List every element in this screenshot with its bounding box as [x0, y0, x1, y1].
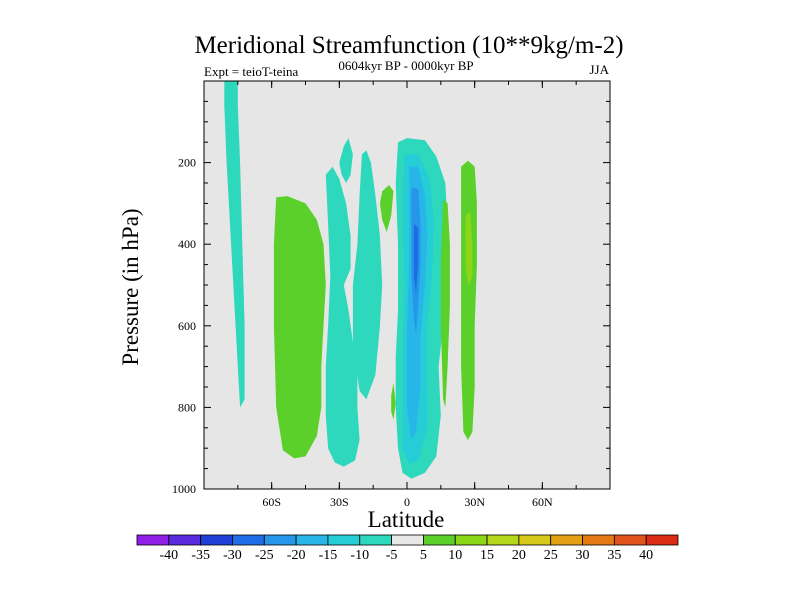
chart-title: Meridional Streamfunction (10**9kg/m-2) — [194, 32, 623, 59]
contour-region-14 — [465, 211, 473, 285]
colorbar-swatch-8 — [391, 534, 424, 546]
colorbar-swatch-13 — [550, 534, 583, 546]
colorbar-label: -35 — [191, 548, 210, 563]
y-tick-label: 200 — [178, 156, 196, 170]
y-tick-label: 600 — [178, 319, 196, 333]
contour-region-6 — [391, 382, 396, 420]
colorbar-swatch-7 — [359, 534, 392, 546]
colorbar-swatch-14 — [582, 534, 615, 546]
colorbar-swatch-4 — [263, 534, 297, 546]
colorbar-swatch-0 — [136, 534, 170, 546]
contour-region-5 — [379, 185, 394, 232]
x-tick-label: 30S — [330, 495, 349, 509]
colorbar-label: 35 — [607, 548, 621, 563]
colorbar-label: 30 — [576, 548, 590, 563]
colorbar-swatch-11 — [486, 534, 520, 546]
contour-fills — [224, 81, 477, 479]
colorbar-label: -25 — [255, 548, 274, 563]
colorbar-swatch-5 — [295, 534, 329, 546]
colorbar-swatch-2 — [200, 534, 233, 546]
colorbar-label: 40 — [639, 548, 653, 563]
y-tick-label: 400 — [178, 237, 196, 251]
colorbar-swatch-6 — [327, 534, 361, 546]
colorbar-swatch-12 — [518, 534, 552, 546]
colorbar-label: 15 — [480, 548, 494, 563]
colorbar-label: -20 — [287, 548, 306, 563]
axis-ticks: 60S 30S 0 30N 60N 200 400 600 800 1000 — [172, 81, 611, 509]
colorbar: -40 -35 -30 -25 -20 -15 -10 -5 5 10 15 20 25 30 35 40 — [136, 534, 679, 563]
y-tick-label: 1000 — [172, 482, 196, 496]
contour-region-0 — [224, 81, 245, 408]
contour-region-11 — [413, 223, 419, 294]
x-axis-title: Latitude — [368, 507, 445, 532]
colorbar-swatch-9 — [423, 534, 456, 546]
contour-region-2 — [325, 166, 360, 467]
contour-region-12 — [440, 199, 450, 408]
x-tick-label: 60N — [532, 495, 553, 509]
colorbar-swatch-16 — [645, 534, 679, 546]
experiment-label: Expt = teioT-teina — [204, 64, 298, 79]
colorbar-swatch-3 — [232, 534, 265, 546]
colorbar-label: 5 — [420, 548, 427, 563]
contour-region-4 — [352, 150, 383, 400]
contour-region-3 — [339, 138, 353, 183]
x-tick-label: 60S — [262, 495, 281, 509]
colorbar-label: -5 — [386, 548, 398, 563]
y-axis-title: Pressure (in hPa) — [118, 208, 143, 365]
contour-region-13 — [461, 160, 477, 440]
colorbar-label: 20 — [512, 548, 526, 563]
colorbar-label: -40 — [159, 548, 178, 563]
colorbar-swatch-1 — [168, 534, 202, 546]
y-tick-label: 800 — [178, 400, 196, 414]
x-tick-label: 0 — [404, 495, 410, 509]
contour-region-1 — [273, 196, 326, 459]
colorbar-label: -10 — [350, 548, 369, 563]
colorbar-label: -15 — [319, 548, 338, 563]
time-range-label: 0604kyr BP - 0000kyr BP — [338, 58, 473, 73]
season-label: JJA — [589, 62, 609, 77]
colorbar-swatch-10 — [454, 534, 488, 546]
colorbar-label: 25 — [544, 548, 558, 563]
colorbar-label: -30 — [223, 548, 242, 563]
colorbar-swatch-15 — [613, 534, 647, 546]
colorbar-label: 10 — [448, 548, 462, 563]
x-tick-label: 30N — [464, 495, 485, 509]
